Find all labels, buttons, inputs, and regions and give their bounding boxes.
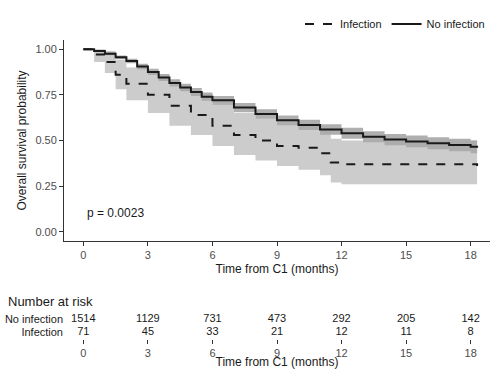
svg-text:205: 205 <box>397 312 415 324</box>
svg-text:142: 142 <box>461 312 479 324</box>
svg-text:0.50: 0.50 <box>35 134 56 146</box>
svg-text:p = 0.0023: p = 0.0023 <box>87 206 144 220</box>
svg-text:12: 12 <box>335 325 347 337</box>
svg-text:8: 8 <box>468 325 474 337</box>
svg-text:15: 15 <box>400 249 412 261</box>
svg-text:6: 6 <box>209 249 215 261</box>
svg-text:21: 21 <box>271 325 283 337</box>
svg-text:No infection: No infection <box>427 18 485 30</box>
svg-text:0: 0 <box>80 347 86 359</box>
svg-text:Overall survival probability: Overall survival probability <box>15 70 29 210</box>
svg-text:1129: 1129 <box>136 312 160 324</box>
svg-text:9: 9 <box>274 347 280 359</box>
svg-text:292: 292 <box>332 312 350 324</box>
svg-text:1514: 1514 <box>71 312 95 324</box>
svg-text:Number at risk: Number at risk <box>8 294 93 309</box>
svg-text:3: 3 <box>145 249 151 261</box>
svg-text:No infection: No infection <box>5 313 63 325</box>
svg-text:18: 18 <box>465 249 477 261</box>
svg-text:0.25: 0.25 <box>35 180 56 192</box>
svg-text:0.00: 0.00 <box>35 226 56 238</box>
svg-text:3: 3 <box>145 347 151 359</box>
svg-text:Time from C1 (months): Time from C1 (months) <box>216 262 339 276</box>
svg-text:6: 6 <box>209 347 215 359</box>
svg-text:0: 0 <box>80 249 86 261</box>
svg-text:11: 11 <box>400 325 411 337</box>
svg-text:45: 45 <box>142 325 154 337</box>
svg-text:Infection: Infection <box>340 18 382 30</box>
svg-text:Time from C1 (months): Time from C1 (months) <box>216 355 339 369</box>
svg-text:12: 12 <box>335 347 347 359</box>
svg-text:15: 15 <box>400 347 412 359</box>
svg-text:Infection: Infection <box>21 326 63 338</box>
svg-text:9: 9 <box>274 249 280 261</box>
svg-text:12: 12 <box>335 249 347 261</box>
svg-text:0.75: 0.75 <box>35 89 56 101</box>
svg-text:33: 33 <box>206 325 218 337</box>
svg-text:1.00: 1.00 <box>35 43 56 55</box>
svg-text:71: 71 <box>77 325 89 337</box>
svg-text:18: 18 <box>465 347 477 359</box>
svg-text:473: 473 <box>268 312 286 324</box>
svg-text:731: 731 <box>203 312 221 324</box>
